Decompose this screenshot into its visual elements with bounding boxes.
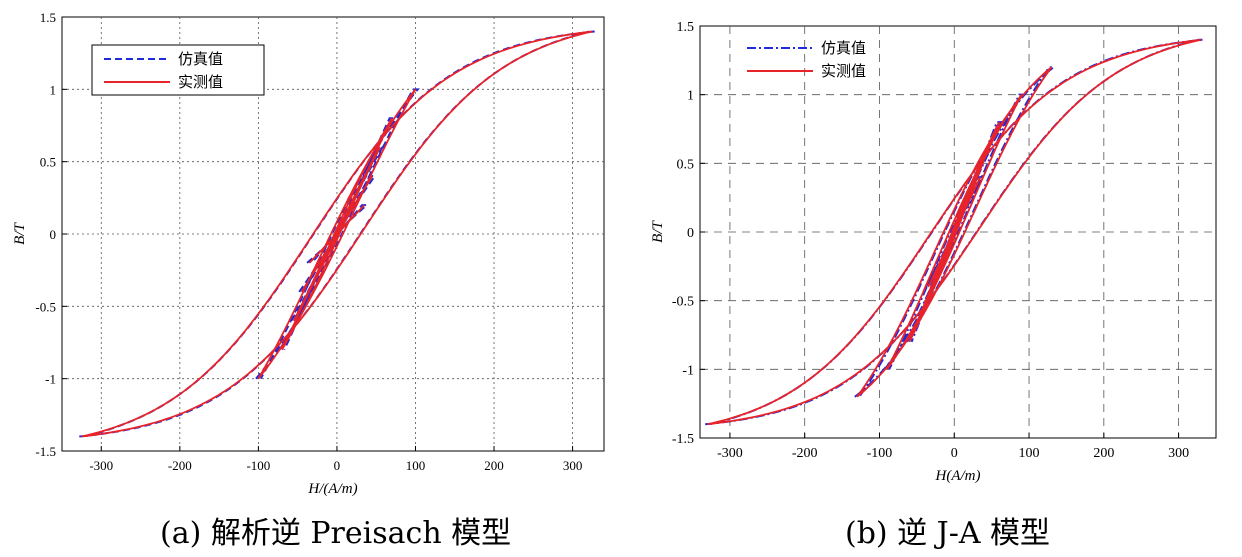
x-tick-label: 100	[1019, 446, 1040, 461]
y-tick-label: 1.5	[40, 10, 56, 25]
curves	[79, 30, 595, 438]
legend-label: 仿真值	[178, 50, 223, 68]
legend-box	[91, 44, 265, 96]
y-axis-label: B/T	[12, 222, 28, 245]
x-tick-label: 100	[406, 458, 426, 473]
caption-a: (a) 解析逆 Preisach 模型	[160, 516, 512, 551]
curves	[705, 38, 1204, 426]
panel-a-chart: -300 -200 -100 0 100 200 300 -1.5 -1 -0.5 0 0.5 1 1.5…	[12, 10, 605, 497]
hysteresis-loop-measured	[81, 30, 593, 438]
x-tick-label: 200	[484, 458, 504, 473]
hysteresis-loop-measured	[707, 38, 1202, 426]
x-axis-label: H/(A/m)	[307, 481, 357, 497]
hysteresis-loop-measured	[927, 176, 982, 288]
x-tick-label: -200	[168, 458, 192, 473]
y-tick-label: -1.5	[672, 432, 694, 447]
y-tick-label: 1	[687, 89, 694, 104]
x-tick-label: 200	[1093, 446, 1114, 461]
x-tick-label: -300	[717, 446, 743, 461]
y-tick-label: -0.5	[672, 295, 694, 310]
x-tick-label: -100	[246, 458, 270, 473]
legend-label: 实测值	[178, 74, 223, 91]
x-tick-label: 0	[334, 458, 341, 473]
y-tick-label: -1	[45, 372, 56, 387]
y-tick-label: 1	[50, 82, 57, 97]
x-tick-label: -200	[792, 446, 818, 461]
y-tick-label: -1	[682, 363, 694, 378]
hysteresis-loop-measured	[300, 175, 374, 293]
x-tick-label: -300	[89, 458, 113, 473]
caption-b: (b) 逆 J-A 模型	[845, 516, 1051, 551]
y-axis-label: B/T	[650, 220, 666, 243]
panel-b-chart: -300 -200 -100 0 100 200 300 -1.5 -1 -0.5 0 0.5 1 1.5…	[650, 20, 1217, 484]
x-tick-label: 300	[563, 458, 583, 473]
y-tick-label: -1.5	[35, 444, 56, 459]
hysteresis-loop-simulated	[705, 38, 1204, 426]
x-tick-label: 0	[951, 446, 958, 461]
legend-label: 实测值	[821, 63, 866, 80]
y-tick-label: 0.5	[677, 157, 695, 172]
x-tick-label: 300	[1168, 446, 1189, 461]
x-tick-label: -100	[867, 446, 893, 461]
y-tick-label: 1.5	[677, 20, 695, 35]
y-tick-label: 0	[687, 226, 694, 241]
x-axis-label: H(A/m)	[935, 468, 981, 484]
hysteresis-loop-measured	[292, 146, 381, 322]
y-tick-label: -0.5	[35, 299, 56, 314]
legend-label: 仿真值	[821, 39, 866, 57]
y-tick-label: 0	[50, 227, 57, 242]
y-tick-label: 0.5	[40, 155, 56, 170]
hysteresis-loop-measured	[308, 204, 366, 264]
